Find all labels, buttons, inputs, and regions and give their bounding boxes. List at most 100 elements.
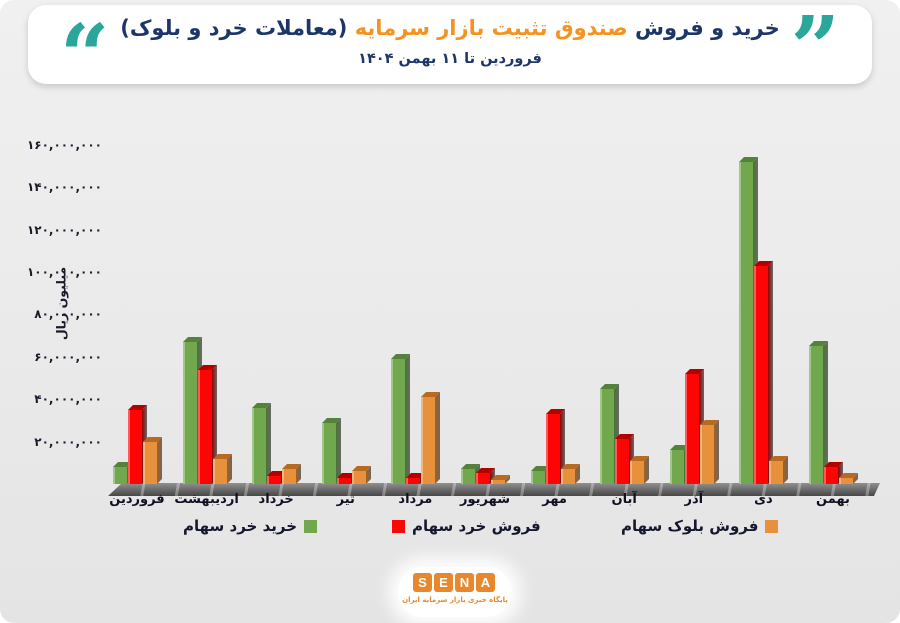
- legend-label: خرید خرد سهام: [183, 517, 298, 535]
- bar-face: [769, 460, 784, 484]
- bar-فروش بلوک سهام: [351, 466, 371, 484]
- bar-فروش بلوک سهام: [630, 455, 650, 484]
- bar-face: [560, 469, 575, 484]
- bar-face: [739, 161, 754, 484]
- bar-فروش خرد سهام: [406, 472, 426, 484]
- bar-face: [824, 467, 838, 484]
- bar-فروش خرد سهام: [615, 434, 635, 484]
- bar-side-face: [405, 353, 411, 484]
- bar-فروش خرد سهام: [824, 462, 843, 484]
- x-axis-month-label: خرداد: [258, 492, 294, 507]
- bar-face: [684, 373, 699, 484]
- legend-label: فروش بلوک سهام: [621, 517, 759, 535]
- legend-swatch: [304, 519, 318, 533]
- bar-فروش خرد سهام: [476, 468, 495, 484]
- bar-face: [267, 475, 282, 484]
- header-banner: “ ” خرید و فروش صندوق تثبیت بازار سرمایه…: [28, 5, 872, 100]
- x-axis-month-label: فروردین: [109, 492, 165, 507]
- bar-face: [252, 407, 267, 484]
- y-axis-tick-label: ۸۰,۰۰۰,۰۰۰: [34, 307, 102, 322]
- legend-label: فروش خرد سهام: [412, 517, 541, 535]
- title-part-buy-sell: خرید و فروش: [627, 16, 780, 40]
- bar-خرید خرد سهام: [600, 383, 620, 484]
- bar-خرید خرد سهام: [252, 402, 272, 484]
- bar-face: [839, 477, 853, 484]
- sena-logo-letter: E: [434, 573, 453, 592]
- bar-face: [391, 358, 406, 484]
- x-axis-month-label: مرداد: [398, 492, 433, 507]
- bar-face: [143, 441, 157, 484]
- bar-side-face: [768, 260, 774, 484]
- bar-خرید خرد سهام: [321, 417, 341, 484]
- page-title: خرید و فروش صندوق تثبیت بازار سرمایه (مع…: [28, 16, 872, 40]
- bar-خرید خرد سهام: [461, 464, 480, 484]
- bar-فروش بلوک سهام: [560, 464, 580, 484]
- bar-فروش خرد سهام: [684, 368, 704, 484]
- y-axis-tick-label: ۶۰,۰۰۰,۰۰۰: [34, 349, 102, 364]
- bar-face: [182, 341, 197, 484]
- bar-face: [530, 471, 545, 484]
- bar-خرید خرد سهام: [182, 336, 202, 484]
- legend-swatch: [392, 519, 405, 533]
- bar-face: [630, 460, 645, 484]
- bar-فروش بلوک سهام: [143, 436, 162, 484]
- bar-face: [491, 479, 505, 484]
- legend-item: فروش خرد سهام: [392, 517, 541, 535]
- legend-swatch: [765, 519, 779, 533]
- x-axis-month-label: شهریور: [460, 492, 510, 507]
- bar-side-face: [783, 455, 789, 484]
- bar-خرید خرد سهام: [530, 466, 550, 484]
- bar-face: [113, 467, 127, 484]
- bar-face: [669, 450, 684, 484]
- bar-فروش بلوک سهام: [839, 472, 858, 484]
- bar-خرید خرد سهام: [669, 445, 689, 484]
- bar-face: [336, 477, 351, 484]
- bar-فروش خرد سهام: [267, 470, 287, 484]
- x-axis-month-label: بهمن: [816, 492, 850, 507]
- bar-فروش بلوک سهام: [699, 419, 719, 484]
- chart-floor: [108, 483, 880, 496]
- bar-خرید خرد سهام: [809, 341, 828, 484]
- bar-خرید خرد سهام: [391, 353, 411, 484]
- bar-side-face: [435, 392, 441, 484]
- x-axis-month-label: آذر: [684, 492, 704, 507]
- sena-logo-letter: A: [476, 573, 495, 592]
- bar-فروش خرد سهام: [128, 404, 147, 484]
- bar-خرید خرد سهام: [739, 156, 759, 484]
- bar-face: [197, 369, 212, 484]
- x-axis-month-label: مهر: [542, 492, 567, 507]
- bar-face: [282, 469, 297, 484]
- bar-face: [351, 471, 366, 484]
- bar-فروش بلوک سهام: [212, 453, 232, 484]
- x-axis-month-label: اردیبهشت: [174, 492, 239, 507]
- sena-logo-letter: N: [455, 573, 474, 592]
- y-axis-tick-label: ۱۰۰,۰۰۰,۰۰۰: [26, 265, 102, 279]
- y-axis-tick-label: ۱۶۰,۰۰۰,۰۰۰: [26, 137, 102, 152]
- bar-face: [212, 458, 227, 484]
- bar-face: [128, 409, 142, 484]
- x-axis-month-label: دی: [754, 492, 773, 507]
- bar-face: [754, 265, 769, 484]
- bar-face: [545, 414, 560, 484]
- bar-فروش بلوک سهام: [282, 464, 302, 484]
- bar-face: [421, 397, 436, 484]
- bar-face: [476, 473, 490, 484]
- sena-logo-letter: S: [413, 573, 432, 592]
- bar-فروش خرد سهام: [336, 472, 356, 484]
- bar-face: [615, 439, 630, 484]
- y-axis-tick-label: ۱۴۰,۰۰۰,۰۰۰: [26, 180, 102, 195]
- sena-logo-tagline: پایگاه خبری بازار سرمایه ایران: [402, 596, 508, 604]
- y-axis-tick-label: ۱۲۰,۰۰۰,۰۰۰: [26, 222, 102, 237]
- bar-face: [321, 422, 336, 484]
- legend-item: فروش بلوک سهام: [621, 517, 779, 535]
- x-axis-month-label: آبان: [611, 492, 637, 507]
- title-part-fund-name: صندوق تثبیت بازار سرمایه: [354, 16, 628, 40]
- y-axis-tick-label: ۲۰,۰۰۰,۰۰۰: [34, 434, 102, 449]
- bar-face: [600, 388, 615, 484]
- bar-فروش بلوک سهام: [491, 474, 510, 484]
- legend-item: خرید خرد سهام: [183, 517, 318, 535]
- bar-side-face: [157, 436, 162, 484]
